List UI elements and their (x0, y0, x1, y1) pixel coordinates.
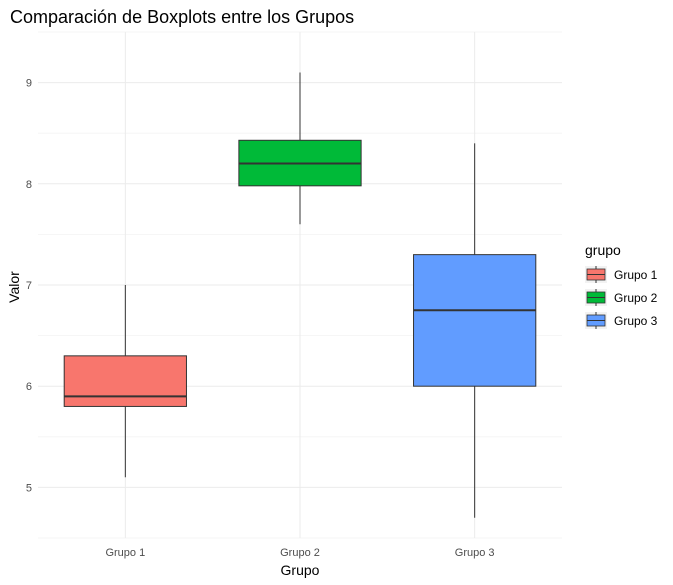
box-rect (413, 254, 537, 387)
legend-key-3 (585, 312, 607, 329)
legend-key-1 (585, 266, 607, 283)
boxes (63, 72, 537, 518)
x-tick-label: Grupo 2 (280, 547, 320, 559)
y-tick-label: 5 (26, 482, 32, 494)
legend-title: grupo (585, 242, 621, 258)
x-tick-label: Grupo 1 (105, 547, 145, 559)
legend-label: Grupo 1 (614, 268, 658, 282)
legend-label: Grupo 2 (614, 291, 658, 305)
y-tick-label: 7 (26, 280, 32, 292)
box-3 (413, 143, 537, 518)
legend-label: Grupo 3 (614, 314, 658, 328)
chart-title: Comparación de Boxplots entre los Grupos (10, 7, 354, 27)
box-2 (238, 72, 362, 225)
y-tick-labels: 5 6 7 8 9 (26, 78, 32, 495)
x-axis-title: Grupo (281, 562, 320, 578)
y-tick-label: 8 (26, 179, 32, 191)
x-tick-label: Grupo 3 (455, 547, 495, 559)
y-tick-label: 9 (26, 78, 32, 90)
y-tick-label: 6 (26, 381, 32, 393)
box-1 (63, 285, 187, 478)
legend-key-2 (585, 289, 607, 306)
x-tick-labels: Grupo 1 Grupo 2 Grupo 3 (105, 547, 494, 559)
y-axis-title: Valor (6, 271, 22, 303)
box-rect (63, 355, 187, 407)
legend: grupo Grupo 1 Grupo 2 Grupo 3 (585, 242, 658, 329)
